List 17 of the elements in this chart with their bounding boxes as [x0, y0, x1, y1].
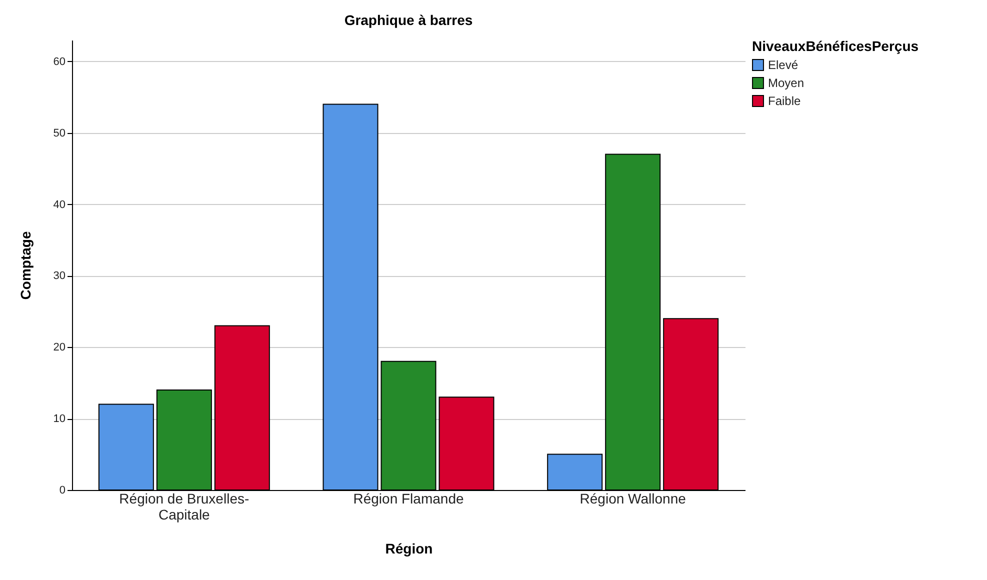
x-axis-title: Région [385, 540, 433, 556]
x-tick-label: Région de Bruxelles-Capitale [119, 490, 250, 522]
legend-label: Faible [768, 94, 802, 108]
y-tick-label: 30 [53, 270, 66, 282]
y-tick-label: 0 [59, 484, 66, 496]
y-tick-label: 20 [53, 342, 66, 354]
y-tick-label: 60 [53, 56, 66, 68]
legend-title: NiveauxBénéficesPerçus [752, 38, 919, 54]
x-tick-label: Région Flamande [353, 490, 464, 506]
legend-label: Elevé [768, 58, 798, 72]
y-tick-label: 50 [53, 127, 66, 140]
chart-title: Graphique à barres [344, 12, 473, 28]
y-axis-title: Comptage [17, 231, 34, 300]
legend-label: Moyen [768, 76, 804, 90]
x-tick-label: Région Wallonne [580, 490, 686, 506]
y-tick-label: 40 [53, 198, 66, 211]
y-tick-label: 10 [53, 413, 66, 426]
